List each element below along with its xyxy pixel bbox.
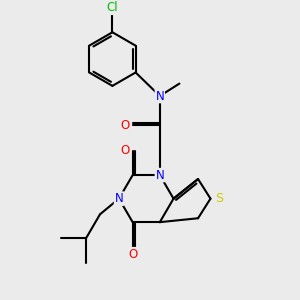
Text: O: O (121, 119, 130, 132)
Text: S: S (214, 192, 223, 205)
Text: Cl: Cl (106, 1, 118, 14)
Text: N: N (115, 192, 123, 205)
Text: N: N (155, 169, 164, 182)
Text: N: N (155, 89, 164, 103)
Text: O: O (121, 144, 130, 157)
Text: O: O (128, 248, 137, 261)
